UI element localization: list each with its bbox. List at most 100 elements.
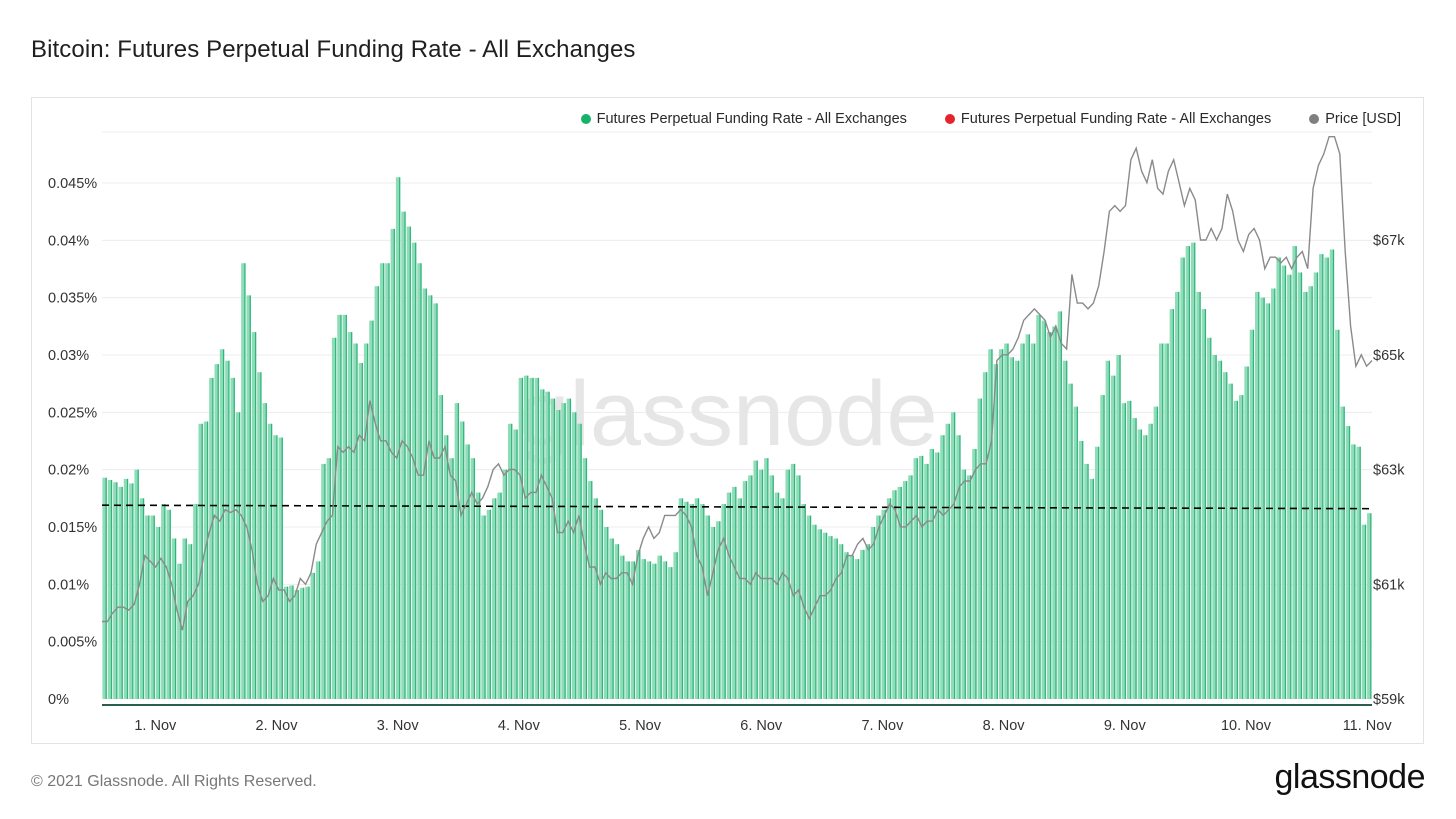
funding-rate-bar [950,412,956,699]
funding-rate-bar [630,561,636,699]
funding-rate-bar [1191,242,1196,699]
funding-rate-bar [1164,343,1169,699]
funding-rate-bar [283,586,289,699]
funding-rate-bar [1249,329,1255,699]
funding-rate-bar [588,481,593,699]
funding-rate-bar [529,377,534,699]
funding-rate-bar [545,391,550,699]
funding-rate-bar [374,286,380,699]
y-axis-right-tick-label: $65k [1373,348,1405,364]
funding-rate-bar [1185,246,1191,699]
funding-rate-bar [929,449,935,699]
funding-rate-bar [593,498,598,699]
glassnode-logo[interactable]: glassnode [1274,758,1425,796]
funding-rate-bar [742,481,748,699]
funding-rate-bar [1367,513,1372,699]
funding-rate-bar [177,563,182,699]
funding-rate-bar [796,475,801,699]
funding-rate-bar [726,492,732,699]
funding-rate-bar [262,403,267,699]
funding-rate-bar [342,314,348,699]
funding-rate-bar [230,377,235,699]
funding-rate-bar [577,423,582,699]
funding-rate-bar [347,332,353,699]
funding-rate-bar [358,363,364,699]
funding-rate-bar [1329,249,1335,699]
funding-rate-bar [118,486,123,699]
legend-item-funding-rate-positive[interactable]: Futures Perpetual Funding Rate - All Exc… [580,111,907,127]
funding-rate-bar [1313,272,1319,699]
funding-rate-bar [1281,265,1287,699]
funding-rate-bar [1036,314,1041,699]
funding-rate-bar [849,555,854,699]
funding-rate-bar [993,364,999,699]
funding-rate-bar [337,314,342,699]
funding-rate-bar [443,435,449,699]
funding-rate-bar [507,423,513,699]
x-axis-tick-label: 4. Nov [498,718,541,734]
funding-rate-bar [481,515,486,699]
funding-rate-bar [924,463,929,699]
funding-rate-bar [155,527,161,699]
funding-rate-bar [491,498,497,699]
x-axis-tick-label: 3. Nov [377,718,420,734]
funding-rate-bar [609,538,614,699]
funding-rate-bar [1100,395,1105,699]
funding-rate-bar [1105,360,1111,699]
funding-rate-bar [817,529,822,699]
x-axis-tick-label: 1. Nov [134,718,177,734]
funding-rate-bar [1126,400,1132,699]
funding-rate-bar [1132,418,1137,699]
funding-rate-bar [657,555,662,699]
funding-rate-bar [267,423,273,699]
funding-rate-bar [1201,309,1207,699]
funding-rate-bar [225,360,230,699]
funding-rate-bar [1158,343,1164,699]
funding-rate-bar [475,492,481,699]
funding-rate-bar [278,437,283,699]
funding-rate-bar [395,177,401,699]
funding-rate-bar [865,544,870,699]
legend-item-price[interactable]: Price [USD] [1309,111,1401,127]
funding-rate-bar [129,483,134,699]
funding-rate-bar [881,509,886,699]
y-axis-right-tick-label: $61k [1373,577,1405,593]
funding-rate-bar [966,475,972,699]
y-axis-tick-label: 0.005% [48,635,97,651]
funding-rate-bar [1174,291,1180,699]
x-axis-tick-label: 6. Nov [740,718,783,734]
funding-rate-bar [379,263,385,699]
y-axis-tick-label: 0.02% [48,463,89,479]
funding-rate-bar [422,288,428,699]
funding-rate-bar [737,498,742,699]
funding-rate-bar [353,343,358,699]
funding-rate-bar [1308,286,1313,699]
funding-rate-bar [150,515,155,699]
x-axis-tick-label: 5. Nov [619,718,662,734]
funding-rate-bar [801,504,806,699]
funding-rate-bar [1287,274,1292,699]
funding-rate-bar [561,403,566,699]
funding-rate-bar [806,515,812,699]
funding-rate-bar [977,398,983,699]
funding-rate-bar [363,343,369,699]
funding-rate-bar [315,561,321,699]
funding-rate-bar [1228,383,1233,699]
funding-rate-bar [828,536,833,699]
funding-rate-bar [449,458,454,699]
funding-rate-bar [1276,257,1281,699]
funding-rate-bar [758,469,764,699]
legend-label: Futures Perpetual Funding Rate - All Exc… [596,111,907,127]
watermark: glassnode [518,363,937,465]
legend-dot-red-icon [944,114,955,124]
funding-rate-bar [219,349,225,699]
funding-rate-bar [497,492,502,699]
legend-dot-green-icon [580,114,591,124]
funding-rate-bar [1020,343,1025,699]
funding-rate-bar [1068,383,1073,699]
legend-item-funding-rate-negative[interactable]: Futures Perpetual Funding Rate - All Exc… [944,111,1271,127]
funding-rate-bar [241,263,246,699]
funding-rate-bar [1196,291,1201,699]
funding-rate-bar [1004,343,1009,699]
